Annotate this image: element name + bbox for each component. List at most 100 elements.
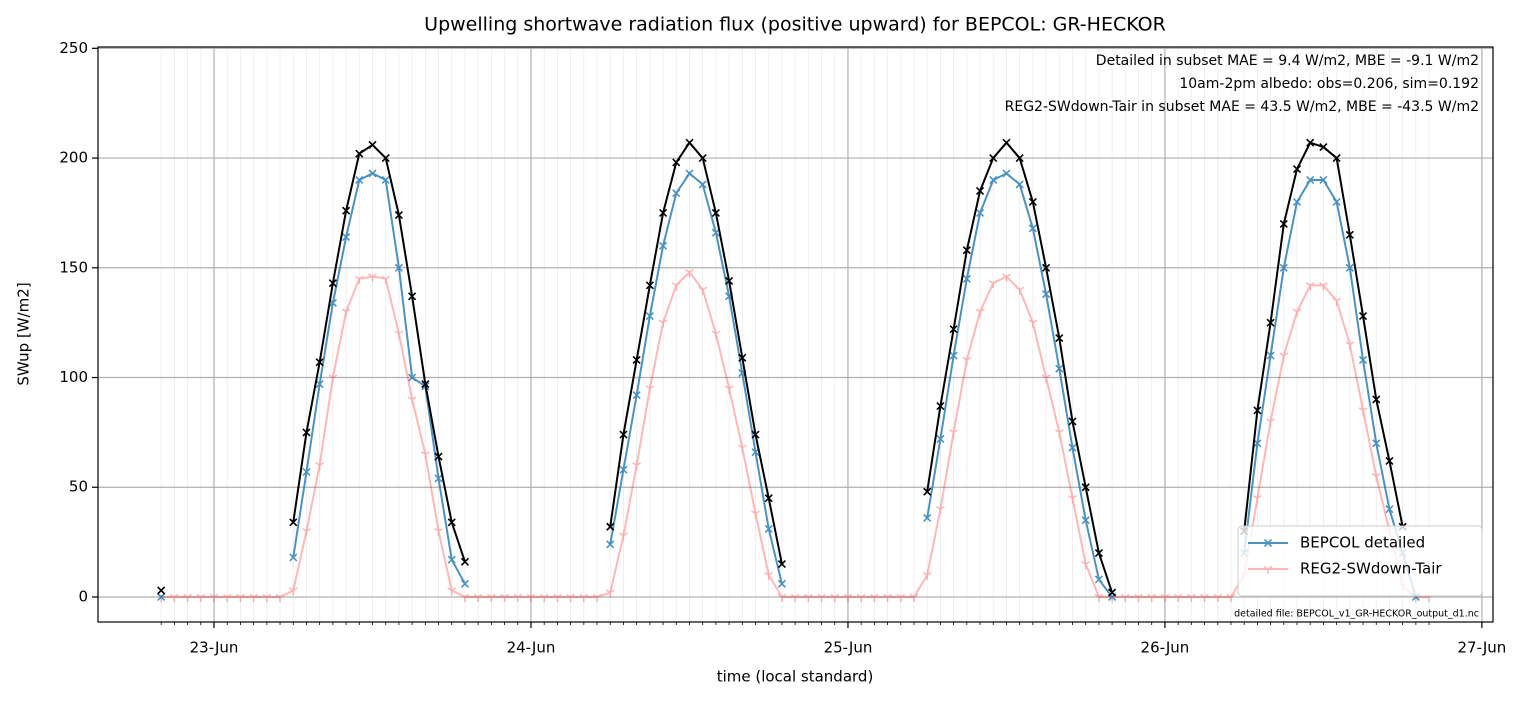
marker (790, 593, 800, 602)
marker (1002, 273, 1011, 282)
marker (1345, 341, 1355, 350)
marker (1054, 429, 1064, 438)
marker (1081, 516, 1090, 525)
marker (672, 158, 681, 167)
marker (355, 149, 364, 158)
marker (209, 593, 219, 602)
marker (883, 593, 893, 602)
marker (1306, 138, 1315, 147)
marker (1002, 169, 1011, 178)
marker (486, 593, 496, 602)
marker (922, 571, 932, 581)
marker (619, 430, 628, 439)
marker (1385, 505, 1394, 514)
marker (1173, 593, 1183, 602)
marker (632, 462, 642, 471)
marker (408, 373, 417, 382)
marker (157, 586, 166, 595)
marker (936, 434, 945, 444)
marker (1002, 138, 1011, 147)
marker (1372, 439, 1381, 448)
marker (685, 169, 694, 178)
marker (342, 206, 351, 215)
marker (434, 474, 443, 483)
marker (632, 391, 641, 400)
marker (1371, 473, 1381, 482)
legend-label: BEPCOL detailed (1300, 534, 1425, 552)
marker (1028, 197, 1037, 207)
marker (394, 263, 403, 272)
marker (751, 510, 760, 519)
marker (949, 325, 958, 334)
marker (711, 208, 720, 217)
footnote: detailed file: BEPCOL_v1_GR-HECKOR_outpu… (1234, 609, 1479, 620)
marker (368, 273, 377, 282)
marker (923, 487, 932, 496)
marker (1332, 197, 1341, 207)
marker (1306, 175, 1315, 185)
legend-marker (1263, 565, 1273, 574)
marker (526, 593, 536, 602)
marker (275, 593, 285, 602)
marker (421, 380, 430, 389)
marker (935, 506, 945, 515)
marker (408, 292, 417, 301)
line (161, 270, 1430, 598)
marker (354, 275, 364, 284)
marker (1068, 443, 1077, 452)
marker (368, 169, 377, 178)
marker (1028, 224, 1037, 233)
marker (962, 246, 971, 255)
marker (355, 175, 364, 185)
y-tick-label: 50 (69, 478, 88, 496)
marker (1147, 593, 1157, 602)
marker (949, 429, 959, 438)
marker (645, 311, 654, 321)
marker (552, 593, 562, 602)
marker (975, 308, 985, 317)
marker (289, 518, 298, 527)
marker (962, 274, 971, 283)
marker (949, 351, 958, 360)
marker (447, 518, 456, 527)
marker (1055, 364, 1064, 373)
marker (1279, 352, 1289, 361)
marker (725, 276, 734, 286)
marker (843, 593, 853, 602)
marker (989, 153, 998, 163)
marker (460, 579, 470, 588)
marker (685, 268, 694, 278)
marker (737, 444, 747, 453)
marker (1253, 406, 1262, 415)
series (157, 138, 1407, 597)
marker (817, 593, 826, 602)
marker (896, 593, 906, 602)
marker (289, 553, 298, 562)
marker (460, 593, 470, 602)
marker (711, 330, 721, 339)
marker (315, 358, 324, 367)
marker (539, 593, 549, 602)
marker (1028, 319, 1038, 328)
marker (1134, 593, 1143, 602)
marker (803, 593, 813, 602)
marker (1358, 355, 1368, 365)
marker (1094, 575, 1103, 584)
line (1243, 178, 1417, 598)
series (157, 169, 1420, 602)
marker (698, 286, 708, 295)
annotation: REG2-SWdown-Tair in subset MAE = 43.5 W/… (1005, 99, 1479, 115)
marker (288, 587, 298, 596)
marker (1120, 593, 1130, 602)
marker (764, 571, 774, 581)
marker (1081, 483, 1090, 492)
marker (341, 308, 351, 317)
y-tick-label: 0 (78, 587, 88, 605)
marker (302, 467, 311, 476)
marker (1160, 593, 1170, 602)
marker (473, 593, 483, 602)
line (609, 171, 783, 585)
marker (698, 180, 707, 189)
marker (1041, 374, 1051, 383)
